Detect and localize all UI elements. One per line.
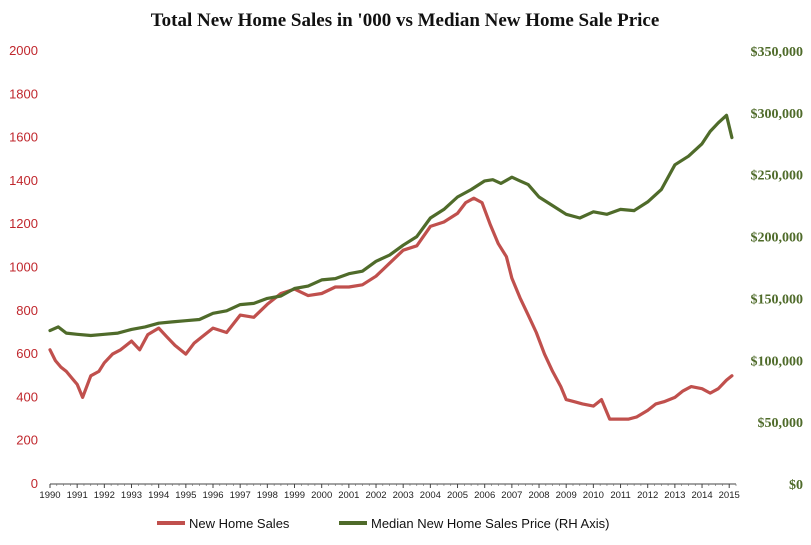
left-tick-label: 200 [16, 433, 38, 448]
x-axis-ticks: 1990 1991 1992 1993 1994 1995 1996 1997 1998 1999… [39, 484, 740, 501]
left-tick-label: 1600 [9, 130, 38, 145]
left-tick-label: 2000 [9, 43, 38, 58]
x-tick-label: 2006 [474, 490, 495, 501]
x-tick-label: 1993 [121, 490, 142, 501]
x-tick-label: 2008 [528, 490, 549, 501]
x-tick-label: 2003 [393, 490, 414, 501]
x-tick-label: 2010 [583, 490, 604, 501]
right-tick-label: $150,000 [751, 292, 804, 307]
x-tick-label: 2002 [365, 490, 386, 501]
left-tick-label: 600 [16, 346, 38, 361]
x-tick-label: 1999 [284, 490, 305, 501]
x-tick-label: 2012 [637, 490, 658, 501]
right-tick-label: $250,000 [751, 169, 804, 184]
left-tick-label: 400 [16, 389, 38, 404]
right-tick-label: $300,000 [751, 107, 804, 122]
right-tick-label: $50,000 [758, 416, 804, 431]
right-tick-label: $350,000 [751, 45, 804, 60]
x-tick-label: 2001 [338, 490, 359, 501]
right-tick-label: $200,000 [751, 231, 804, 246]
x-tick-label: 2007 [501, 490, 522, 501]
left-tick-label: 1400 [9, 173, 38, 188]
x-tick-label: 2004 [420, 490, 441, 501]
x-tick-label: 1990 [39, 490, 60, 501]
left-tick-label: 0 [31, 476, 38, 491]
legend: New Home Sales Median New Home Sales Pri… [157, 516, 609, 531]
plot-area [48, 113, 734, 421]
right-tick-label: $0 [789, 478, 803, 493]
left-tick-label: 1800 [9, 86, 38, 101]
x-tick-label: 1996 [202, 490, 223, 501]
x-tick-label: 2014 [691, 490, 712, 501]
right-axis-ticks: $0 $50,000 $100,000 $150,000 $200,000 $250,00… [751, 45, 804, 493]
x-tick-label: 2011 [610, 490, 630, 501]
x-tick-label: 2000 [311, 490, 332, 501]
x-tick-label: 2009 [556, 490, 577, 501]
x-tick-label: 1991 [67, 490, 88, 501]
x-tick-label: 1998 [257, 490, 278, 501]
series-line-new-home-sales [48, 196, 734, 421]
x-tick-label: 1995 [175, 490, 196, 501]
series-line-median-price [48, 113, 734, 338]
x-tick-label: 2013 [664, 490, 685, 501]
left-tick-label: 800 [16, 303, 38, 318]
x-tick-label: 1992 [94, 490, 115, 501]
left-tick-label: 1200 [9, 216, 38, 231]
chart-title: Total New Home Sales in '000 vs Median N… [151, 10, 660, 31]
x-tick-label: 2005 [447, 490, 468, 501]
left-axis-ticks: 0 200 400 600 800 1000 1200 1400 1600 1800 2000 [9, 43, 38, 491]
legend-label-median-price: Median New Home Sales Price (RH Axis) [371, 516, 609, 531]
x-tick-label: 1994 [148, 490, 169, 501]
legend-label-new-home-sales: New Home Sales [189, 516, 290, 531]
x-tick-label: 1997 [230, 490, 251, 501]
left-tick-label: 1000 [9, 260, 38, 275]
x-tick-label: 2015 [719, 490, 740, 501]
right-tick-label: $100,000 [751, 354, 804, 369]
